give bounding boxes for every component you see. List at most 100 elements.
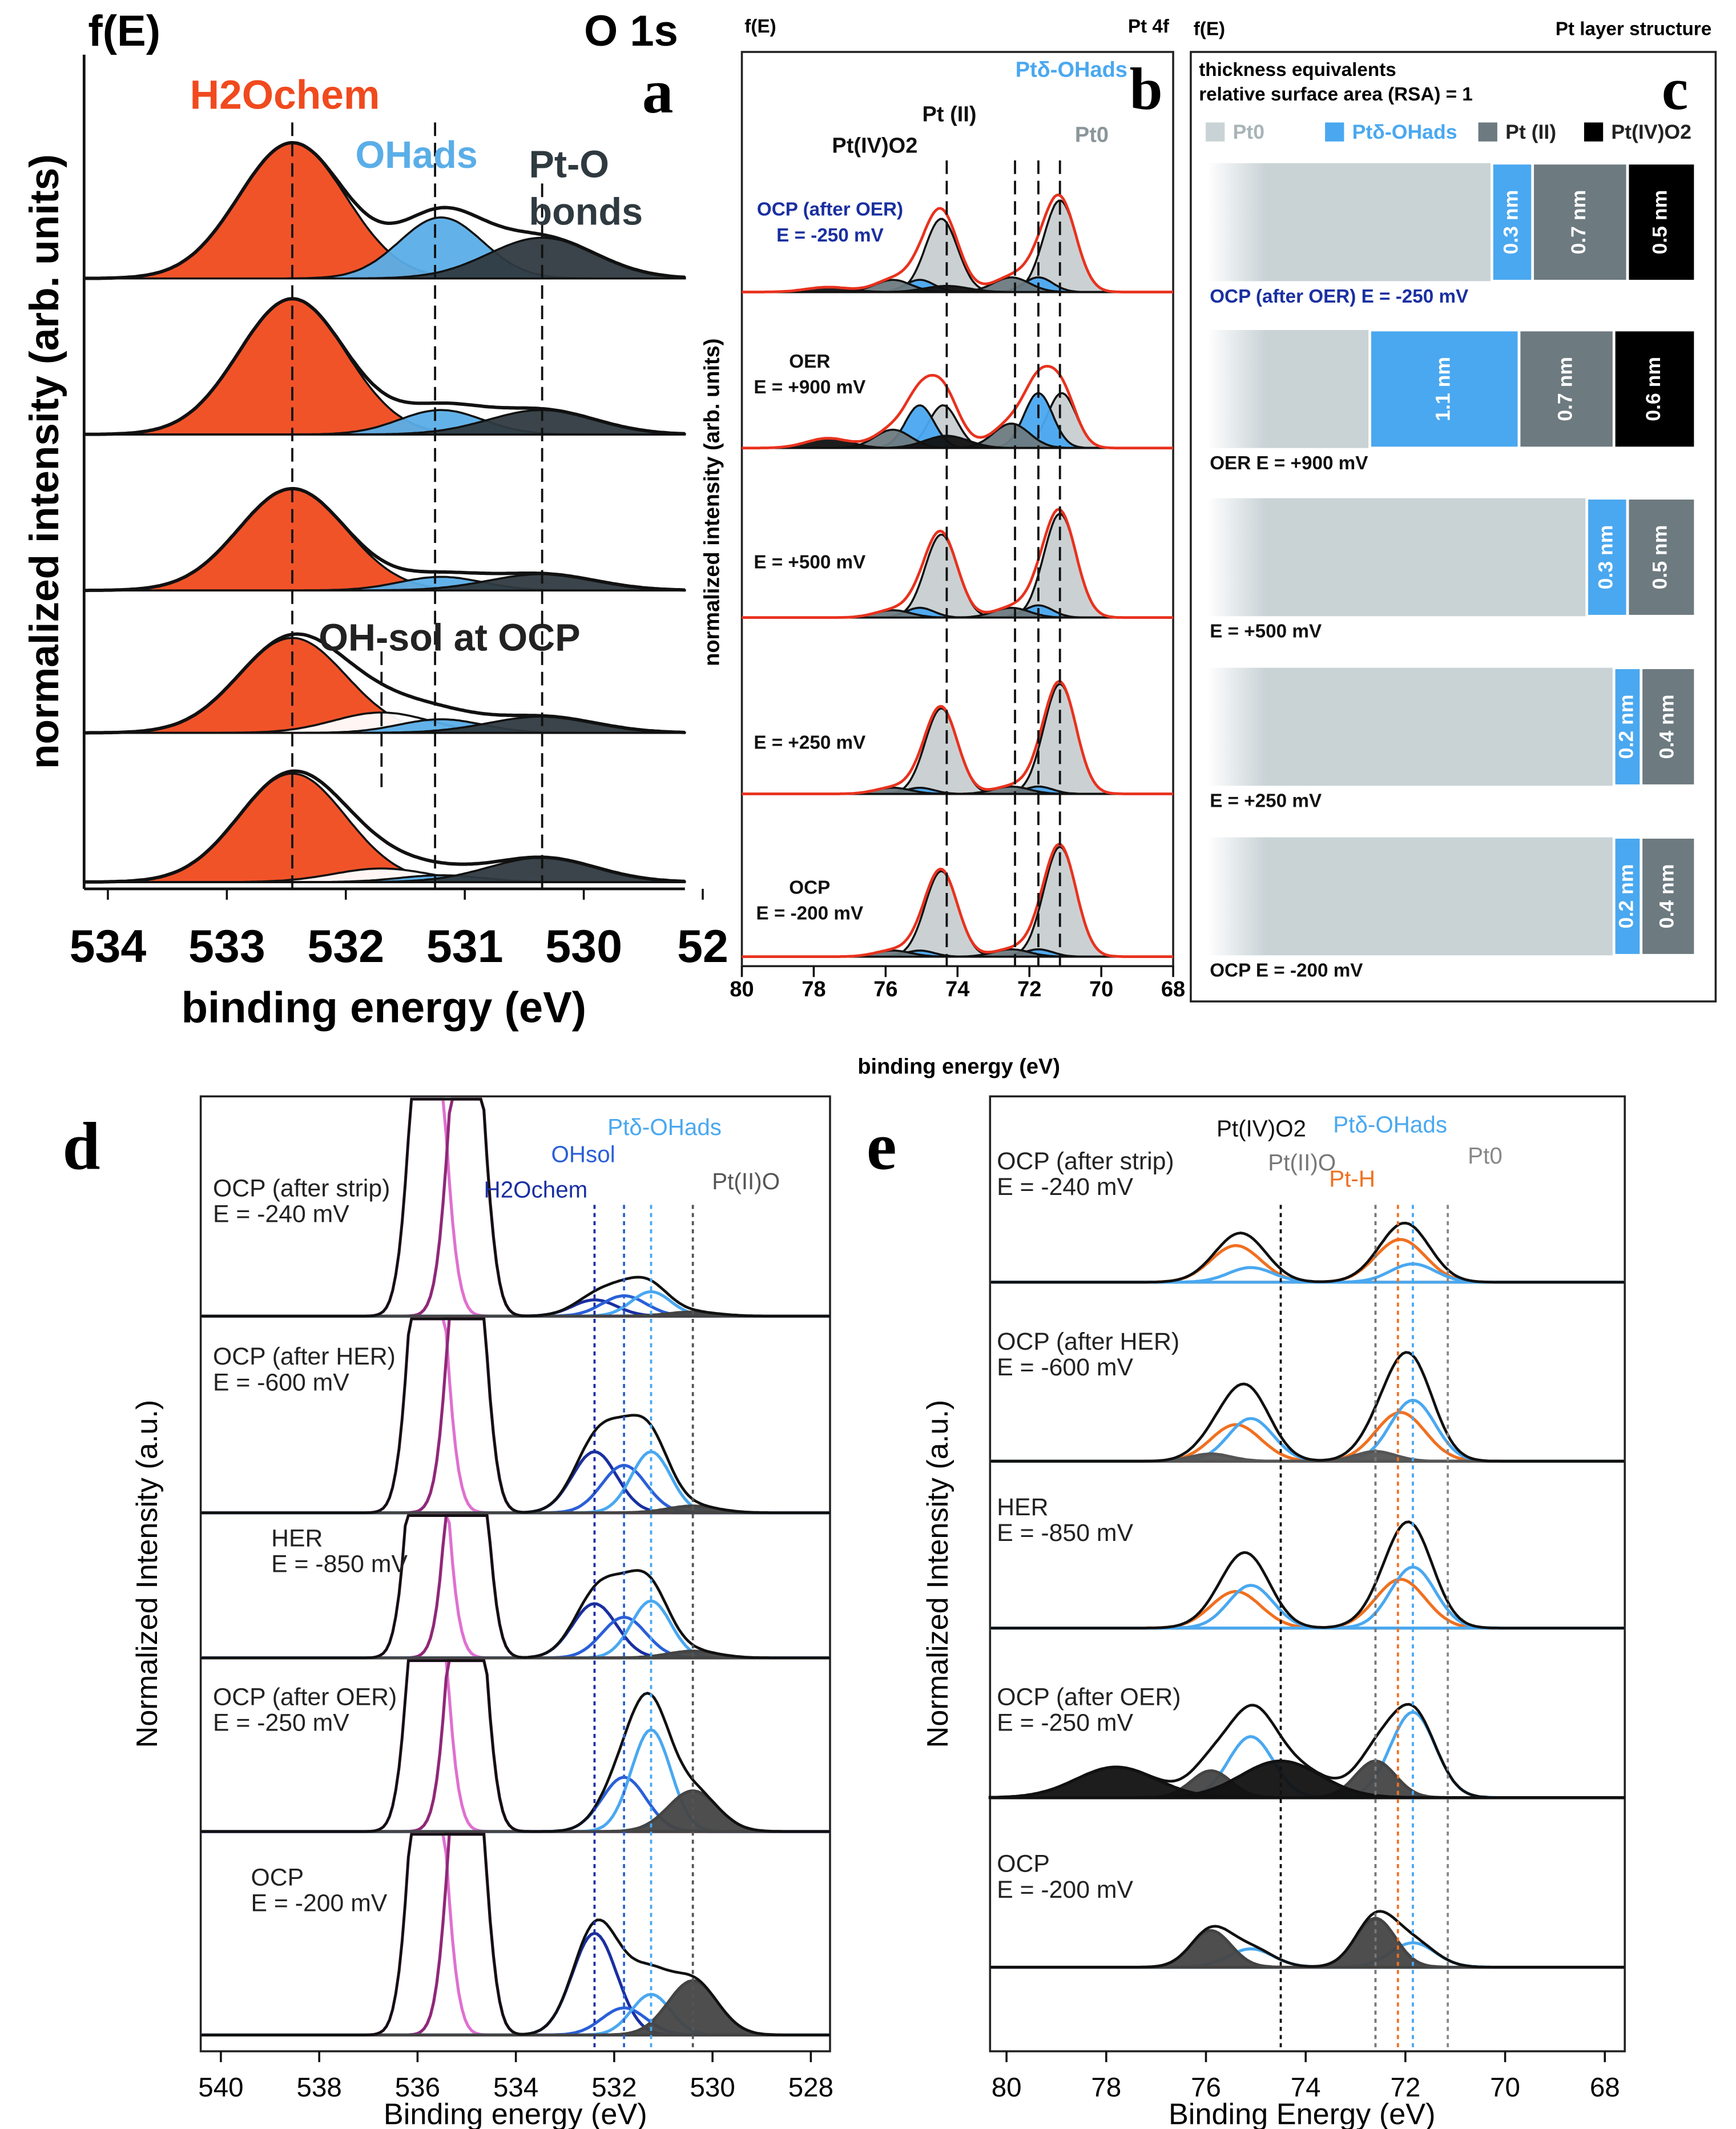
row-label: OCP (after strip) — [997, 1148, 1174, 1175]
row-label: E = -600 mV — [213, 1369, 349, 1396]
row-label: E = -250 mV — [213, 1709, 349, 1737]
subtitle: O 1s — [584, 7, 678, 55]
row-label: E = -240 mV — [213, 1201, 349, 1228]
x-tick-label: 78 — [1091, 2072, 1121, 2103]
legend-label: Pt (II) — [1505, 120, 1556, 143]
title: f(E) — [1194, 19, 1225, 40]
peak-component — [84, 488, 685, 591]
bar-segment — [1612, 666, 1643, 787]
peak-component — [200, 1450, 830, 1515]
annotation: H2Ochem — [190, 73, 380, 118]
fit-envelope — [990, 1910, 1625, 1969]
y-axis-label: normalized intensity (arb. units) — [700, 339, 724, 666]
peak-component — [200, 1602, 830, 1660]
peak-component — [200, 1979, 830, 2037]
reference-label: Ptδ-OHads — [607, 1114, 722, 1140]
peak-component — [990, 1577, 1625, 1630]
fit-envelope — [742, 843, 1174, 959]
value-label: 0.6 nm — [1642, 357, 1665, 421]
annotation: OH-sol at OCP — [319, 617, 580, 659]
peak-component — [742, 533, 1174, 619]
x-tick-label: 531 — [426, 921, 504, 972]
fit-envelope — [200, 1514, 830, 1660]
reference-label: Pt(II)O — [712, 1168, 780, 1194]
peak-component — [990, 1941, 1625, 1969]
peak-component — [200, 1599, 830, 1660]
reference-label: Pt0 — [1468, 1142, 1503, 1169]
category-label: E = +250 mV — [1210, 791, 1322, 812]
peak-component — [990, 1416, 1625, 1463]
note: thickness equivalents — [1199, 59, 1396, 81]
x-axis-label: binding energy (eV) — [857, 1055, 1060, 1078]
x-tick-label: 52 — [677, 921, 728, 972]
note: relative surface area (RSA) = 1 — [1199, 84, 1473, 105]
bar-segment — [1612, 328, 1697, 450]
row-label: OCP — [251, 1864, 304, 1891]
bar-segment — [1585, 497, 1629, 618]
x-tick-label: 532 — [591, 2072, 637, 2103]
fit-envelope — [990, 1703, 1625, 1799]
plot-frame — [989, 1095, 1626, 2052]
value-label: 0.3 nm — [1594, 525, 1617, 590]
legend-label: Pt(IV)O2 — [1611, 120, 1691, 143]
peak-component — [200, 1450, 830, 1515]
row-label: OCP (after HER) — [997, 1328, 1179, 1355]
value-label: 0.5 nm — [1649, 525, 1671, 590]
row-label: E = +250 mV — [754, 732, 865, 753]
peak-component — [990, 1929, 1625, 1969]
fit-envelope — [990, 1221, 1625, 1284]
category-label: E = +500 mV — [1210, 621, 1322, 642]
row-label: OCP (after strip) — [213, 1175, 390, 1202]
x-tick-label: 70 — [1089, 977, 1113, 1001]
panel-label: e — [867, 1108, 897, 1184]
x-tick-label: 80 — [730, 977, 754, 1001]
peak-component — [200, 1464, 830, 1515]
subtitle: Pt 4f — [1128, 16, 1170, 37]
y-axis-label: Normalized Intensity (a.u.) — [131, 1400, 164, 1748]
x-tick-label: 78 — [801, 977, 825, 1001]
x-tick-label: 76 — [873, 977, 897, 1001]
legend-swatch — [1206, 122, 1225, 142]
fit-envelope — [84, 632, 685, 735]
legend-label: Pt0 — [1233, 120, 1264, 143]
peak-component — [200, 1290, 830, 1318]
row-label: E = -850 mV — [271, 1551, 408, 1578]
peak-component — [990, 1411, 1625, 1463]
legend-swatch — [1325, 122, 1344, 142]
fit-envelope — [84, 487, 685, 593]
x-tick-label: 532 — [307, 921, 384, 972]
peak-component — [200, 1931, 830, 2037]
peak-component — [990, 1262, 1625, 1284]
x-tick-label: 534 — [70, 921, 147, 972]
reference-label: Pt(IV)O2 — [832, 134, 917, 158]
peak-component — [990, 1589, 1625, 1630]
value-label: 0.2 nm — [1614, 695, 1637, 759]
fit-envelope — [200, 1097, 830, 1318]
fit-envelope — [84, 297, 685, 436]
row-label: OCP (after OER) — [997, 1683, 1181, 1711]
row-label: HER — [271, 1525, 323, 1552]
reference-label: Ptδ-OHads — [1333, 1111, 1447, 1137]
annotation: Pt-O — [529, 143, 609, 186]
reference-label: Ptδ-OHads — [1016, 58, 1127, 82]
row-label: E = -200 mV — [997, 1876, 1133, 1903]
x-tick-label: 72 — [1390, 2072, 1420, 2103]
x-tick-label: 534 — [493, 2072, 538, 2103]
peak-component — [990, 1423, 1625, 1463]
fit-envelope — [84, 140, 685, 280]
reference-label: Pt0 — [1075, 123, 1109, 147]
panel-label: d — [63, 1108, 100, 1184]
category-label: OER E = +900 mV — [1210, 453, 1368, 474]
peak-component — [990, 1398, 1625, 1463]
reference-label: Pt(II)O — [1268, 1149, 1336, 1176]
x-tick-label: 74 — [1291, 2072, 1321, 2103]
x-tick-label: 536 — [395, 2072, 440, 2103]
value-label: 1.1 nm — [1432, 357, 1455, 421]
row-label: OCP — [789, 878, 830, 899]
title: f(E) — [744, 16, 776, 37]
y-axis-label: Normalized Intensity (a.u.) — [921, 1400, 954, 1748]
category-label: OCP (after OER) E = -250 mV — [1210, 286, 1468, 307]
panel-label: b — [1129, 56, 1162, 122]
fit-envelope — [742, 680, 1174, 795]
x-tick-label: 528 — [788, 2072, 833, 2103]
